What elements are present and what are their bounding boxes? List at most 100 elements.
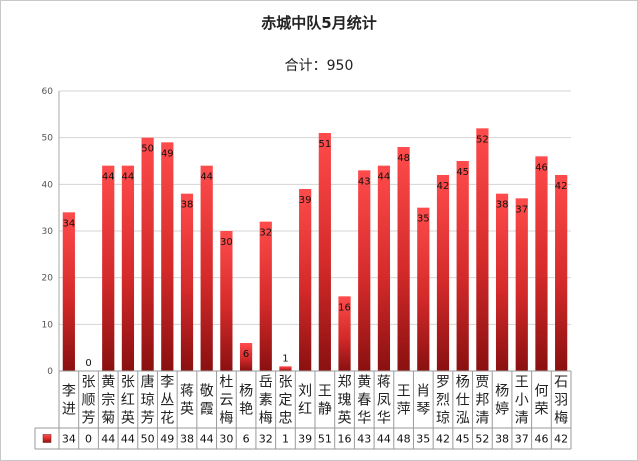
- table-value: 0: [85, 433, 92, 446]
- category-label: 杨婷: [495, 384, 509, 418]
- bar: [555, 175, 568, 371]
- y-tick-label: 0: [47, 367, 53, 377]
- y-tick-label: 10: [42, 320, 54, 330]
- category-label: 杜云梅: [219, 375, 233, 427]
- category-label: 何荣: [534, 384, 548, 418]
- bar: [318, 133, 331, 371]
- data-label: 44: [122, 172, 135, 183]
- data-label: 52: [476, 134, 489, 145]
- data-label: 32: [259, 228, 272, 239]
- table-value: 46: [534, 433, 548, 446]
- category-label: 杨艳: [239, 384, 253, 418]
- data-label: 43: [358, 176, 371, 187]
- category-label: 黄春华: [357, 374, 371, 427]
- category-label: 王萍: [397, 384, 411, 418]
- chart-subtitle: 合计：950: [284, 58, 354, 74]
- bar: [279, 366, 292, 371]
- category-label: 李丛花: [160, 375, 174, 427]
- data-label: 45: [456, 167, 469, 178]
- bar: [476, 128, 489, 371]
- data-label: 49: [161, 148, 174, 159]
- data-label: 38: [181, 200, 194, 211]
- bar: [436, 175, 450, 371]
- data-label: 42: [555, 181, 568, 192]
- bar: [495, 193, 509, 371]
- category-label: 张红英: [121, 375, 135, 427]
- bar: [259, 221, 272, 371]
- table-value: 16: [338, 433, 352, 446]
- data-label: 1: [282, 353, 288, 364]
- table-value: 32: [259, 433, 273, 446]
- table-value: 44: [377, 433, 391, 446]
- table-value: 42: [554, 433, 568, 446]
- data-label: 16: [338, 302, 351, 313]
- bar: [456, 161, 469, 371]
- data-label: 44: [200, 172, 213, 183]
- chart-title: 赤城中队5月统计: [261, 14, 377, 32]
- bar: [220, 231, 233, 371]
- table-value: 6: [243, 433, 250, 446]
- data-label: 39: [299, 195, 312, 206]
- bar: [338, 296, 351, 371]
- table-value: 37: [515, 433, 529, 446]
- category-label: 郑瑰英: [338, 375, 352, 427]
- table-value: 1: [282, 433, 289, 446]
- table-value: 34: [62, 433, 76, 446]
- data-label: 30: [220, 237, 233, 248]
- y-tick-label: 60: [42, 87, 54, 97]
- legend-key: [42, 434, 52, 443]
- bar: [102, 165, 115, 371]
- bar: [121, 165, 135, 371]
- data-label: 44: [378, 172, 391, 183]
- category-label: 罗烈琼: [436, 375, 450, 427]
- table-value: 38: [180, 433, 194, 446]
- bar: [417, 207, 430, 371]
- data-label: 35: [417, 214, 430, 225]
- table-value: 51: [318, 433, 332, 446]
- bar: [141, 137, 154, 371]
- bar: [200, 165, 213, 371]
- table-value: 44: [121, 433, 135, 446]
- bar: [299, 189, 312, 371]
- table-value: 44: [200, 433, 214, 446]
- bar: [515, 198, 528, 371]
- bar: [180, 193, 194, 371]
- y-tick-label: 20: [42, 274, 54, 284]
- category-label: 王静: [318, 384, 332, 418]
- data-label: 6: [243, 349, 249, 360]
- table-value: 52: [475, 433, 489, 446]
- category-label: 肖琴: [416, 384, 430, 418]
- data-label: 34: [62, 218, 75, 229]
- bar: [535, 156, 548, 371]
- table-value: 49: [160, 433, 174, 446]
- category-label: 贾邦清: [475, 375, 489, 427]
- category-label: 刘红: [298, 384, 312, 418]
- category-label: 李进: [62, 384, 76, 418]
- y-tick-label: 30: [42, 227, 54, 237]
- table-value: 45: [456, 433, 470, 446]
- data-label: 50: [141, 144, 154, 155]
- table-value: 44: [101, 433, 115, 446]
- category-label: 张定忠: [278, 375, 292, 427]
- bar: [161, 142, 174, 371]
- data-label: 42: [437, 181, 450, 192]
- category-label: 黄宗菊: [101, 374, 115, 427]
- bar: [358, 170, 371, 371]
- category-label: 张顺芳: [82, 375, 96, 427]
- category-label: 石羽梅: [554, 375, 568, 427]
- data-label: 48: [397, 153, 410, 164]
- category-label: 蒋凤华: [377, 375, 391, 427]
- table-value: 39: [298, 433, 312, 446]
- table-value: 42: [436, 433, 450, 446]
- category-label: 敬霞: [200, 384, 214, 418]
- bar: [239, 343, 253, 371]
- data-label: 0: [85, 358, 91, 369]
- data-label: 51: [318, 139, 331, 150]
- bar: [62, 212, 75, 371]
- table-value: 43: [357, 433, 371, 446]
- bar: [397, 147, 410, 371]
- table-value: 48: [397, 433, 411, 446]
- table-value: 50: [141, 433, 155, 446]
- table-value: 35: [416, 433, 430, 446]
